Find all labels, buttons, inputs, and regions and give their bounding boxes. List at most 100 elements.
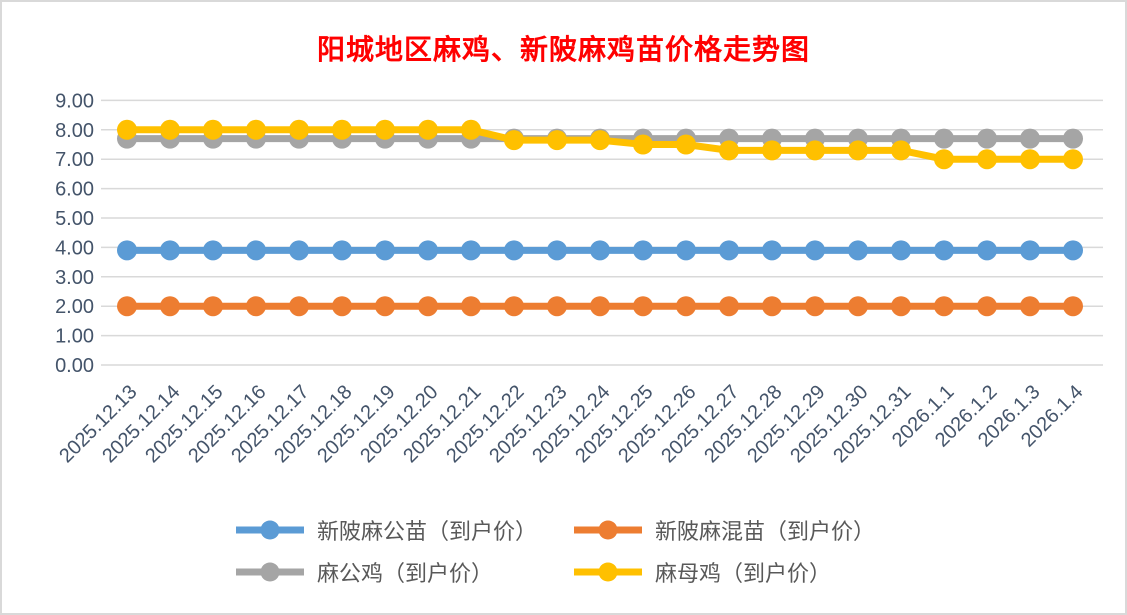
data-point-marker (1020, 149, 1040, 170)
data-point-marker (934, 296, 954, 317)
data-point-marker (1020, 240, 1040, 261)
data-point-marker (1063, 128, 1083, 149)
data-point-marker (590, 240, 610, 261)
data-point-marker (504, 130, 524, 151)
y-tick-label: 5.00 (55, 208, 94, 230)
data-point-marker (461, 240, 481, 261)
data-point-marker (848, 296, 868, 317)
legend-item-series-2: 麻公鸡（到户价） (235, 558, 573, 586)
data-point-marker (805, 296, 825, 317)
data-point-marker (590, 130, 610, 151)
legend-swatch-line-circle (574, 562, 642, 582)
data-point-marker (934, 149, 954, 170)
data-point-marker (891, 140, 911, 161)
data-point-marker (762, 296, 782, 317)
chart-legend: 新陂麻公苗（到户价） 新陂麻混苗（到户价） 麻公鸡（到户价） 麻母鸡（到户价） (235, 516, 875, 586)
data-point-marker (934, 128, 954, 149)
y-axis-tick-labels: 0.00 1.00 2.00 3.00 4.00 5.00 6.00 7.00 8.00 9.00 (55, 90, 94, 377)
data-point-marker (160, 296, 180, 317)
data-point-marker (160, 240, 180, 261)
data-point-marker (461, 119, 481, 140)
data-point-marker (504, 296, 524, 317)
legend-label: 麻母鸡（到户价） (655, 561, 832, 586)
data-point-marker (547, 240, 567, 261)
data-point-marker (1020, 128, 1040, 149)
data-point-marker (203, 240, 223, 261)
y-tick-label: 8.00 (55, 120, 94, 142)
data-point-marker (977, 240, 997, 261)
data-point-marker (375, 296, 395, 317)
data-point-marker (719, 296, 739, 317)
data-point-marker (676, 296, 696, 317)
y-tick-label: 1.00 (55, 326, 94, 348)
data-point-marker (762, 240, 782, 261)
data-point-marker (117, 240, 137, 261)
data-point-marker (375, 240, 395, 261)
data-point-marker (977, 128, 997, 149)
data-point-marker (676, 134, 696, 155)
data-point-marker (547, 296, 567, 317)
data-point-marker (891, 296, 911, 317)
data-point-marker (246, 119, 266, 140)
data-point-marker (1063, 296, 1083, 317)
data-point-marker (719, 140, 739, 161)
data-point-marker (332, 119, 352, 140)
legend-swatch-line-circle (236, 562, 304, 582)
data-point-marker (676, 240, 696, 261)
data-point-marker (332, 240, 352, 261)
series-1 (117, 296, 1083, 317)
data-point-marker (418, 296, 438, 317)
data-point-marker (891, 240, 911, 261)
series-0 (117, 240, 1083, 261)
data-point-marker (633, 296, 653, 317)
data-point-marker (805, 240, 825, 261)
y-tick-label: 2.00 (55, 296, 94, 318)
y-tick-label: 7.00 (55, 149, 94, 171)
data-point-marker (332, 296, 352, 317)
data-point-marker (805, 140, 825, 161)
y-tick-label: 4.00 (55, 237, 94, 259)
data-point-marker (977, 296, 997, 317)
series-3 (117, 119, 1083, 170)
legend-label: 新陂麻混苗（到户价） (655, 519, 876, 544)
legend-item-series-3: 麻母鸡（到户价） (573, 558, 875, 586)
x-axis-tick-labels: 2025.12.132025.12.142025.12.152025.12.16… (55, 381, 1087, 467)
y-tick-label: 0.00 (55, 355, 94, 377)
legend-label: 麻公鸡（到户价） (317, 561, 494, 586)
legend-swatch-line-circle (574, 520, 642, 540)
data-point-marker (418, 119, 438, 140)
data-point-marker (1063, 240, 1083, 261)
data-point-marker (504, 240, 524, 261)
data-point-marker (590, 296, 610, 317)
data-point-marker (160, 119, 180, 140)
data-point-marker (1063, 149, 1083, 170)
data-point-marker (848, 240, 868, 261)
data-point-marker (633, 240, 653, 261)
data-point-marker (547, 130, 567, 151)
y-tick-label: 3.00 (55, 267, 94, 289)
legend-item-series-1: 新陂麻混苗（到户价） (573, 516, 875, 544)
data-point-marker (117, 119, 137, 140)
data-point-marker (977, 149, 997, 170)
y-tick-label: 9.00 (55, 90, 94, 112)
data-point-marker (246, 240, 266, 261)
data-point-marker (246, 296, 266, 317)
legend-swatch-line-circle (236, 520, 304, 540)
data-point-marker (848, 140, 868, 161)
data-point-marker (934, 240, 954, 261)
data-point-marker (203, 296, 223, 317)
data-point-marker (203, 119, 223, 140)
y-tick-label: 6.00 (55, 179, 94, 201)
chart-title: 阳城地区麻鸡、新陂麻鸡苗价格走势图 (316, 35, 810, 66)
data-point-marker (1020, 296, 1040, 317)
data-point-marker (418, 240, 438, 261)
price-trend-chart: 0.00 1.00 2.00 3.00 4.00 5.00 6.00 7.00 8.00 9.00… (55, 90, 1103, 467)
legend-item-series-0: 新陂麻公苗（到户价） (235, 516, 573, 544)
data-point-marker (719, 240, 739, 261)
data-point-marker (289, 240, 309, 261)
data-point-marker (289, 296, 309, 317)
legend-label: 新陂麻公苗（到户价） (317, 519, 538, 544)
data-point-marker (461, 296, 481, 317)
data-point-marker (762, 140, 782, 161)
